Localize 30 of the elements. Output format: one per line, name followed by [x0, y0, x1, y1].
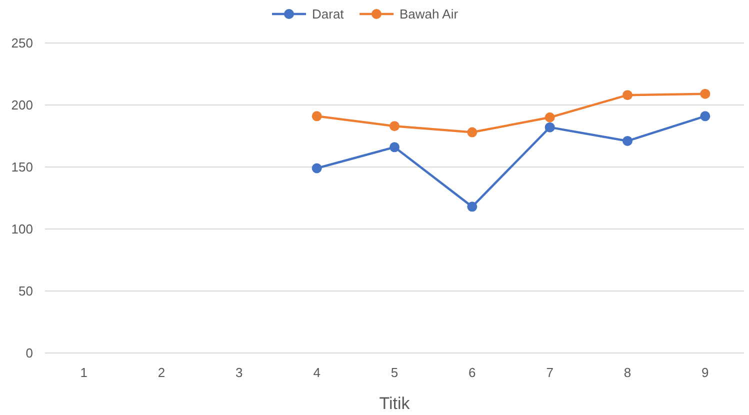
y-tick-label: 200 [11, 98, 33, 113]
point [622, 136, 632, 146]
y-tick-label: 100 [11, 222, 33, 237]
legend-label: Darat [312, 6, 344, 22]
point [622, 90, 632, 100]
x-tick-label: 5 [390, 365, 398, 380]
x-tick-label: 3 [236, 365, 243, 380]
x-tick-label: 2 [158, 365, 166, 380]
point [390, 142, 400, 152]
x-tick-label: 4 [313, 365, 320, 380]
y-tick-label: 50 [18, 284, 33, 299]
point [544, 112, 555, 122]
y-tick-label: 150 [11, 160, 33, 175]
x-tick-label: 9 [702, 365, 709, 380]
point [700, 111, 710, 122]
legend-label: Bawah Air [400, 6, 459, 22]
point [467, 202, 478, 212]
x-tick-label: 7 [546, 365, 554, 380]
x-axis-title: Titik [379, 394, 410, 413]
point [700, 88, 710, 99]
point [390, 121, 400, 132]
x-tick-label: 6 [468, 365, 476, 380]
x-tick-label: 1 [80, 365, 88, 380]
y-tick-label: 0 [26, 346, 33, 361]
point [312, 163, 322, 174]
x-tick-label: 8 [624, 365, 632, 380]
point [467, 127, 478, 138]
point [312, 111, 322, 122]
point [544, 122, 555, 132]
y-tick-label: 250 [11, 36, 33, 51]
